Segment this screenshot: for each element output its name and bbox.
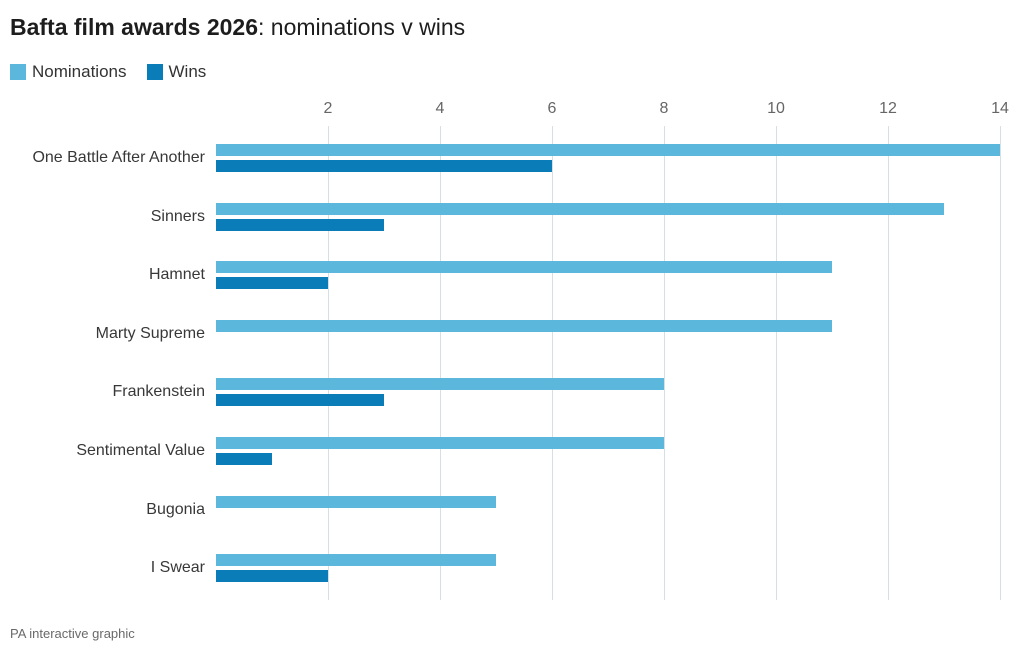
gridline [664,126,665,600]
legend-label-wins: Wins [168,62,207,81]
x-tick-label: 4 [435,100,445,117]
legend-label-nominations: Nominations [32,62,127,81]
wins-bar[interactable] [216,453,272,465]
gridline [776,126,777,600]
x-tick-label: 2 [323,100,333,117]
legend: Nominations Wins [10,62,206,82]
film-label: Hamnet [148,266,205,284]
nominations-bar[interactable] [216,202,944,215]
gridline [328,126,329,600]
chart-title: Bafta film awards 2026: nominations v wi… [10,12,465,42]
nominations-bar[interactable] [216,554,496,567]
wins-bar[interactable] [216,570,328,583]
film-label: Sinners [150,207,205,225]
film-label: Frankenstein [112,383,206,401]
nominations-bar[interactable] [216,144,1000,156]
film-label: Bugonia [146,500,205,518]
legend-item-wins: Wins [146,62,207,82]
nominations-bar[interactable] [216,378,664,391]
film-label: I Swear [150,559,205,577]
wins-bar[interactable] [216,394,384,407]
chart-title-bold: Bafta film awards 2026 [10,14,259,40]
x-tick-label: 12 [879,100,897,117]
x-tick-label: 8 [659,100,669,117]
nominations-bar[interactable] [216,437,664,449]
film-label: One Battle After Another [32,149,205,166]
gridline [888,126,889,600]
footer-credit: PA interactive graphic [10,626,135,641]
nominations-bar[interactable] [216,495,496,508]
gridline [440,126,441,600]
chart-title-subtitle: : nominations v wins [258,14,466,40]
wins-swatch-icon [146,64,163,80]
wins-bar[interactable] [216,160,552,172]
wins-bar[interactable] [216,277,328,290]
x-tick-label: 14 [991,100,1009,117]
legend-item-nominations: Nominations [10,62,127,82]
film-label: Marty Supreme [95,324,205,342]
nominations-bar[interactable] [216,319,832,332]
nominations-bar[interactable] [216,261,832,274]
x-tick-label: 6 [547,100,557,117]
wins-bar[interactable] [216,218,384,231]
gridline [552,126,553,600]
x-tick-label: 10 [767,100,785,117]
film-label: Sentimental Value [76,442,205,459]
nominations-swatch-icon [10,64,26,80]
gridline [1000,126,1001,600]
